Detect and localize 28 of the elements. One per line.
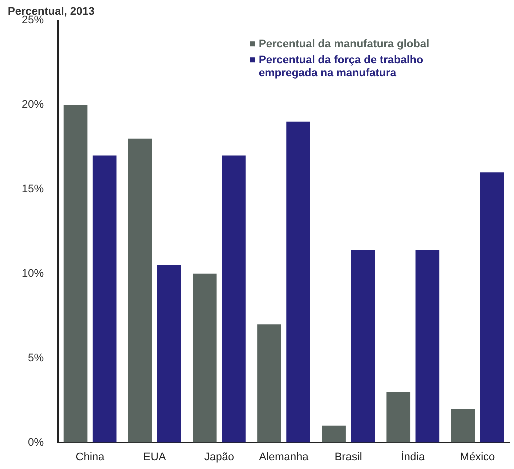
x-tick-label: EUA bbox=[144, 451, 167, 464]
x-tick-label: China bbox=[76, 451, 106, 464]
bar bbox=[322, 426, 346, 443]
bar bbox=[351, 250, 376, 443]
bar bbox=[480, 172, 504, 443]
x-tick-label: Alemanha bbox=[259, 451, 310, 464]
x-tick-label: Japão bbox=[204, 451, 234, 464]
bar bbox=[416, 250, 440, 443]
legend-label: Percentual da força de trabalho empregada na manufatura bbox=[259, 54, 424, 80]
y-tick-label: 10% bbox=[22, 268, 44, 280]
bar bbox=[92, 156, 117, 443]
y-tick-label: 20% bbox=[22, 99, 44, 112]
bar bbox=[222, 156, 246, 443]
bar bbox=[286, 122, 310, 443]
bar bbox=[451, 409, 476, 443]
bar bbox=[64, 105, 88, 443]
y-tick-label: 5% bbox=[28, 352, 44, 364]
bar bbox=[157, 265, 182, 443]
bar bbox=[258, 324, 282, 443]
y-tick-label: 0% bbox=[28, 436, 44, 449]
bar bbox=[386, 392, 411, 443]
legend-label: Percentual da manufatura global bbox=[259, 38, 430, 51]
bar bbox=[128, 138, 152, 443]
bar bbox=[193, 274, 217, 443]
x-tick-label: México bbox=[460, 451, 496, 464]
x-tick-label: Índia bbox=[401, 450, 426, 464]
x-tick-label: Brasil bbox=[334, 451, 362, 464]
y-tick-label: 15% bbox=[22, 184, 44, 196]
